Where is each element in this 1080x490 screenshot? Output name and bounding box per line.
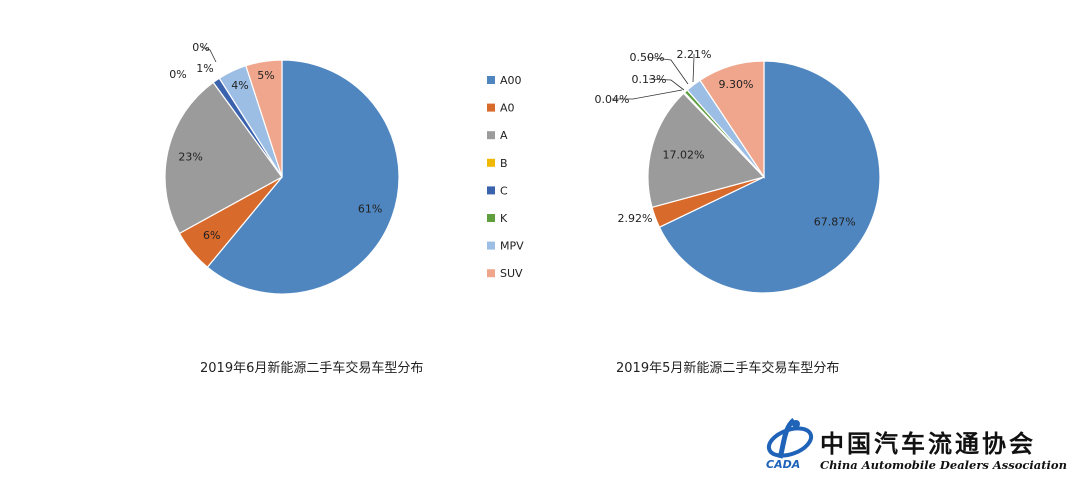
leader-line-b — [200, 46, 217, 63]
leader-line-c — [648, 78, 685, 91]
data-label-a0: 2.92% — [618, 212, 653, 225]
logo-name-chinese: 中国汽车流通协会 — [820, 429, 1036, 458]
legend-swatch-k — [487, 214, 495, 222]
chart-title-may: 2019年5月新能源二手车交易车型分布 — [616, 361, 840, 376]
legend-label-c: C — [500, 184, 508, 197]
data-label-b: 0% — [192, 41, 209, 54]
legend-label-a00: A00 — [500, 74, 522, 87]
legend-swatch-a — [487, 131, 495, 140]
data-label-k: 0% — [169, 68, 186, 81]
logo-abbreviation: CADA — [766, 458, 801, 471]
logo-name-english: China Automobile Dealers Association — [820, 458, 1067, 472]
leader-line-mpv — [692, 54, 695, 83]
pie-slice-a00 — [658, 60, 881, 294]
data-label-suv: 9.30% — [719, 78, 754, 91]
data-label-suv: 5% — [257, 69, 274, 82]
data-label-a0: 6% — [203, 229, 220, 242]
data-label-mpv: 4% — [231, 79, 248, 92]
data-label-c: 0.13% — [632, 73, 667, 86]
leader-line-k — [646, 56, 689, 85]
legend-swatch-c — [487, 186, 495, 195]
pie-chart-may: 67.87% 2.92% 17.02% 0.04%0.13% 0.50% 2.21% 9.3… — [595, 48, 881, 294]
pie-slice-a00 — [206, 59, 400, 295]
data-label-mpv: 2.21% — [677, 48, 712, 61]
data-label-b: 0.04% — [595, 93, 630, 106]
data-label-c: 1% — [196, 62, 213, 75]
legend-swatch-mpv — [487, 241, 495, 250]
pie-slice-a — [647, 92, 766, 209]
legend: A00 A0 A B C K MPV SUV — [487, 74, 524, 280]
pie-slice-suv — [699, 60, 765, 179]
leader-line-b — [612, 89, 683, 100]
legend-label-a0: A0 — [500, 102, 515, 115]
legend-label-suv: SUV — [500, 267, 523, 280]
data-label-a: 17.02% — [663, 149, 705, 162]
legend-swatch-b — [487, 158, 495, 167]
pie-slice-a — [164, 81, 283, 235]
legend-label-k: K — [500, 212, 508, 225]
legend-swatch-a00 — [487, 76, 495, 84]
chart-title-june: 2019年6月新能源二手车交易车型分布 — [200, 361, 424, 376]
legend-label-b: B — [500, 157, 508, 170]
legend-label-mpv: MPV — [500, 240, 524, 253]
pie-slice-suv — [245, 59, 283, 178]
legend-swatch-a0 — [487, 103, 495, 112]
pie-chart-june: 61% 6% 23% 0% 1% 0% 4% 5% — [164, 41, 400, 295]
cada-emblem-icon — [766, 418, 814, 459]
data-label-k: 0.50% — [630, 51, 665, 64]
data-label-a00: 61% — [358, 203, 382, 216]
legend-label-a: A — [500, 129, 508, 142]
data-label-a: 23% — [178, 151, 202, 164]
cada-logo: CADA 中国汽车流通协会 China Automobile Dealers A… — [762, 418, 1067, 480]
data-label-a00: 67.87% — [814, 215, 856, 228]
legend-swatch-suv — [487, 269, 495, 278]
